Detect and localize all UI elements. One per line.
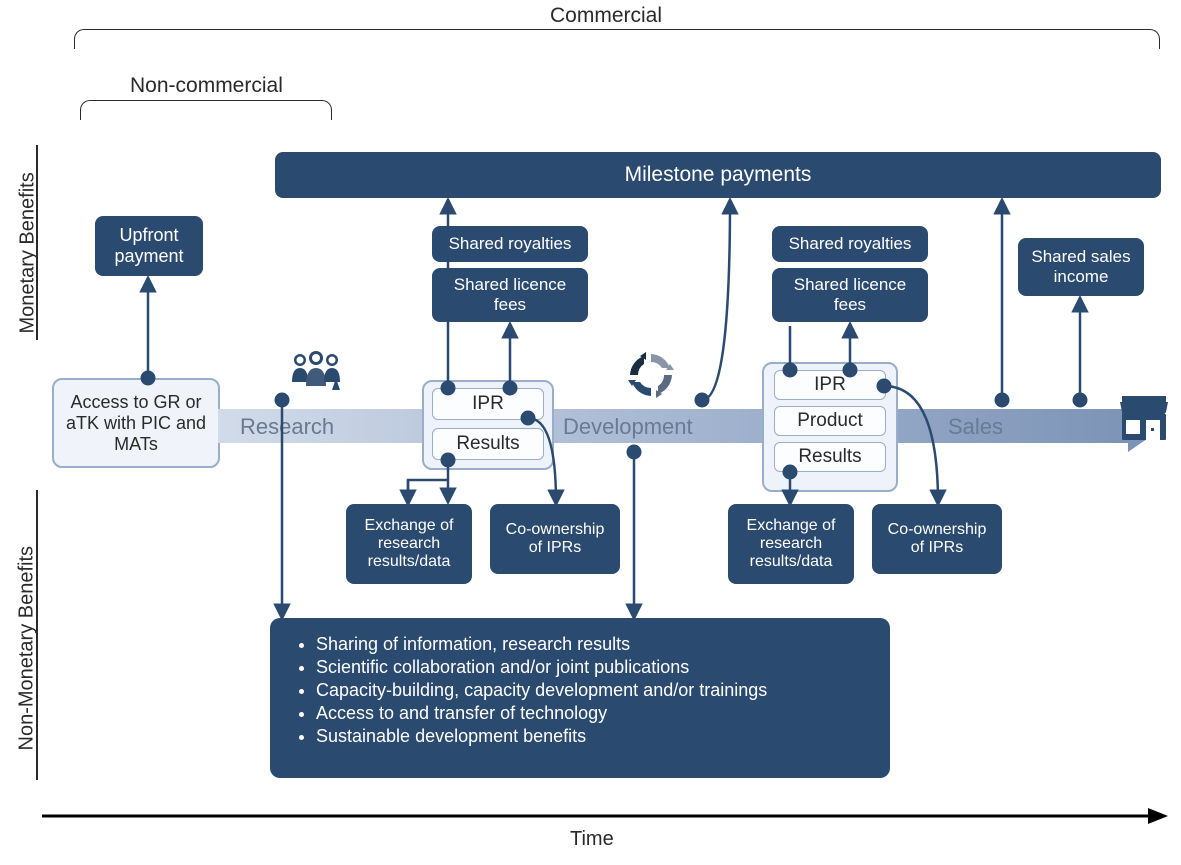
bullets-box: Sharing of information, research results… [270, 618, 890, 778]
commercial-label: Commercial [550, 4, 662, 28]
access-box: Access to GR or aTK with PIC and MATs [52, 378, 220, 468]
group1-results-text: Results [456, 433, 519, 455]
development-label: Development [563, 414, 693, 440]
group1-coown: Co-ownership of IPRs [490, 504, 620, 574]
upfront-box: Upfront payment [95, 216, 203, 276]
group2-exchange: Exchange of research results/data [728, 504, 854, 584]
bullets-list: Sharing of information, research results… [294, 634, 866, 747]
group2-licence-text: Shared licence fees [782, 275, 918, 315]
milestone-box: Milestone payments [275, 152, 1161, 198]
group1-licence-text: Shared licence fees [442, 275, 578, 315]
upfront-text: Upfront payment [105, 225, 193, 267]
group2-results: Results [774, 442, 886, 472]
shop-icon [1116, 388, 1172, 444]
group2-coown-text: Co-ownership of IPRs [882, 521, 992, 557]
commercial-bracket [74, 29, 1160, 49]
noncommercial-bracket [80, 100, 332, 120]
noncommercial-label: Non-commercial [130, 74, 283, 98]
nonmonetary-axis-label: Non-Monetary Benefits [16, 521, 39, 751]
group2-product: Product [774, 406, 886, 436]
group1-exchange: Exchange of research results/data [346, 504, 472, 584]
group1-ipr-text: IPR [472, 393, 504, 415]
milestone-text: Milestone payments [625, 163, 812, 187]
access-text: Access to GR or aTK with PIC and MATs [64, 392, 208, 455]
sales-label: Sales [948, 414, 1003, 440]
time-label: Time [570, 828, 614, 851]
bullet-3: Access to and transfer of technology [316, 703, 866, 724]
group1-royalties: Shared royalties [432, 226, 588, 262]
research-label: Research [240, 414, 334, 440]
group1-royalties-text: Shared royalties [449, 234, 572, 254]
group2-coown: Co-ownership of IPRs [872, 504, 1002, 574]
researchers-icon [286, 350, 346, 398]
group1-coown-text: Co-ownership of IPRs [500, 521, 610, 557]
group1-ipr: IPR [432, 388, 544, 420]
diagram-root: Commercial Non-commercial Monetary Benef… [0, 0, 1181, 865]
group1-licence: Shared licence fees [432, 268, 588, 322]
group2-exchange-text: Exchange of research results/data [738, 517, 844, 571]
group2-ipr-text: IPR [814, 374, 846, 396]
group2-product-text: Product [797, 410, 862, 432]
group1-exchange-text: Exchange of research results/data [356, 517, 462, 571]
group1-results: Results [432, 428, 544, 460]
group2-ipr: IPR [774, 370, 886, 400]
group2-royalties: Shared royalties [772, 226, 928, 262]
monetary-axis-label: Monetary Benefits [17, 154, 40, 334]
bullet-4: Sustainable development benefits [316, 726, 866, 747]
cycle-icon [626, 350, 676, 400]
time-arrow [42, 806, 1168, 826]
group2-royalties-text: Shared royalties [789, 234, 912, 254]
bullet-2: Capacity-building, capacity development … [316, 680, 866, 701]
bullet-0: Sharing of information, research results [316, 634, 866, 655]
group2-results-text: Results [798, 446, 861, 468]
sales-income-box: Shared sales income [1018, 238, 1144, 296]
sales-income-text: Shared sales income [1028, 247, 1134, 287]
group2-licence: Shared licence fees [772, 268, 928, 322]
bullet-1: Scientific collaboration and/or joint pu… [316, 657, 866, 678]
